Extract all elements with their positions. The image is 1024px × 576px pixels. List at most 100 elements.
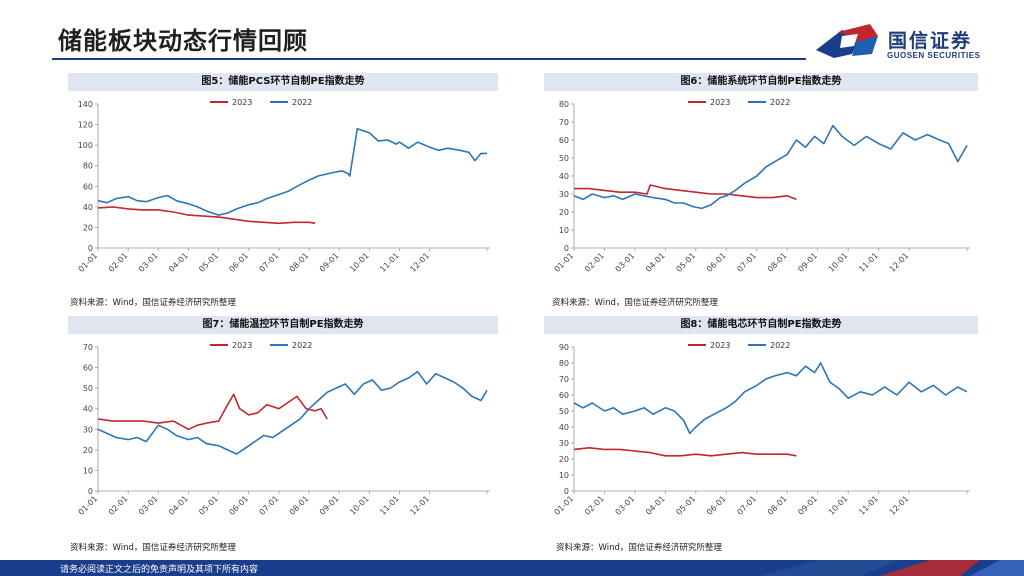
- chart-system-pe: 0 10 20 30 40 50 60 70 80 01-01 02-01 03-01 04-01 05-…: [536, 92, 980, 292]
- x-tick-label: 05-01: [674, 494, 697, 517]
- y-tick-label: 10: [83, 466, 93, 475]
- x-tick-label: 04-01: [167, 494, 190, 517]
- legend-label-2022: 2022: [292, 98, 312, 107]
- x-tick-label: 12-01: [888, 494, 911, 517]
- y-tick-label: 70: [559, 118, 569, 127]
- x-tick-label: 03-01: [137, 494, 160, 517]
- chart-svg: 0 10 20 30 40 50 60 70 80 90 01-01 02-01 03-01 04-01 0…: [553, 341, 970, 517]
- y-tick-label: 20: [83, 223, 93, 232]
- y-tick-label: 0: [564, 244, 569, 253]
- guosen-logo-icon: [816, 24, 878, 58]
- x-tick-label: 02-01: [107, 494, 130, 517]
- x-tick-label: 08-01: [766, 494, 789, 517]
- y-tick-label: 20: [83, 446, 93, 455]
- x-tick-label: 09-01: [318, 494, 341, 517]
- x-tick-label: 09-01: [796, 251, 819, 274]
- y-tick-label: 0: [88, 487, 93, 496]
- legend-label-2023: 2023: [232, 341, 252, 350]
- legend-label-2022: 2022: [770, 98, 790, 107]
- y-tick-label: 30: [559, 190, 569, 199]
- x-tick-label: 01-01: [77, 494, 100, 517]
- legend-label-2023: 2023: [710, 341, 730, 350]
- y-tick-label: 50: [559, 407, 569, 416]
- x-tick-label: 03-01: [614, 251, 637, 274]
- x-tick-label: 11-01: [378, 494, 401, 517]
- legend-label-2023: 2023: [232, 98, 252, 107]
- brand-name-cn: 国信证券: [888, 30, 973, 52]
- chart-thermal-pe: 0 10 20 30 40 50 60 70 01-01 02-01 03-01 04-01 05-01…: [60, 335, 500, 535]
- y-tick-label: 40: [83, 405, 93, 414]
- y-tick-label: 80: [83, 162, 93, 171]
- series-line-2023: [574, 184, 797, 201]
- x-tick-label: 05-01: [197, 494, 220, 517]
- legend-label-2023: 2023: [710, 98, 730, 107]
- x-tick-label: 02-01: [583, 251, 606, 274]
- x-tick-label: 10-01: [827, 494, 850, 517]
- x-tick-label: 07-01: [735, 494, 758, 517]
- y-tick-label: 80: [559, 359, 569, 368]
- series-line-2023: [97, 393, 328, 431]
- chart-source-6: 资料来源：Wind，国信证券经济研究所整理: [552, 298, 718, 308]
- series-line-2022: [97, 127, 487, 216]
- y-tick-label: 10: [559, 471, 569, 480]
- x-tick-label: 10-01: [348, 494, 371, 517]
- series-line-2022: [573, 362, 968, 435]
- x-tick-label: 06-01: [227, 251, 250, 274]
- series-line-2022: [573, 124, 968, 210]
- footer-decoration: [760, 560, 1024, 576]
- footer-bar: [0, 560, 1024, 576]
- x-tick-label: 01-01: [77, 251, 100, 274]
- x-tick-label: 12-01: [888, 251, 911, 274]
- chart-svg: 0 10 20 30 40 50 60 70 01-01 02-01 03-01 04-01 05-01…: [77, 341, 490, 517]
- x-tick-label: 03-01: [137, 251, 160, 274]
- x-tick-label: 11-01: [857, 251, 880, 274]
- chart-title-5: 图5：储能PCS环节自制PE指数走势: [68, 73, 498, 91]
- x-tick-label: 06-01: [227, 494, 250, 517]
- chart-source-5: 资料来源：Wind，国信证券经济研究所整理: [70, 298, 236, 308]
- x-tick-label: 07-01: [258, 494, 281, 517]
- y-tick-label: 60: [83, 364, 93, 373]
- x-tick-label: 11-01: [857, 494, 880, 517]
- page-title: 储能板块动态行情回顾: [58, 27, 308, 55]
- x-tick-label: 09-01: [318, 251, 341, 274]
- y-tick-label: 140: [78, 100, 93, 109]
- x-tick-label: 09-01: [796, 494, 819, 517]
- y-tick-label: 0: [564, 487, 569, 496]
- x-tick-label: 04-01: [644, 251, 667, 274]
- brand-name-en: GUOSEN SECURITIES: [887, 51, 981, 60]
- y-tick-label: 60: [83, 182, 93, 191]
- series-line-2022: [97, 370, 488, 455]
- x-tick-label: 02-01: [583, 494, 606, 517]
- x-tick-label: 08-01: [288, 494, 311, 517]
- x-tick-label: 05-01: [197, 251, 220, 274]
- chart-cell-pe: 0 10 20 30 40 50 60 70 80 90 01-01 02-01 03-01 04-01 0…: [536, 335, 980, 535]
- x-tick-label: 04-01: [167, 251, 190, 274]
- x-tick-label: 12-01: [408, 251, 431, 274]
- y-tick-label: 30: [83, 425, 93, 434]
- y-tick-label: 50: [559, 154, 569, 163]
- x-tick-label: 07-01: [258, 251, 281, 274]
- chart-title-7: 图7：储能温控环节自制PE指数走势: [68, 316, 498, 334]
- y-tick-label: 40: [83, 203, 93, 212]
- legend-label-2022: 2022: [292, 341, 312, 350]
- chart-svg: 0 20 40 60 80 100 120 140 01-01 02-01 03-01 04-01 05…: [77, 98, 490, 274]
- y-tick-label: 70: [559, 375, 569, 384]
- title-divider: [52, 58, 806, 60]
- y-tick-label: 60: [559, 136, 569, 145]
- y-tick-label: 120: [78, 121, 93, 130]
- x-tick-label: 08-01: [766, 251, 789, 274]
- x-tick-label: 12-01: [408, 494, 431, 517]
- y-tick-label: 0: [88, 244, 93, 253]
- x-tick-label: 01-01: [553, 494, 576, 517]
- chart-title-8: 图8：储能电芯环节自制PE指数走势: [544, 316, 978, 334]
- x-tick-label: 11-01: [378, 251, 401, 274]
- y-tick-label: 70: [83, 343, 93, 352]
- chart-title-6: 图6：储能系统环节自制PE指数走势: [544, 73, 978, 91]
- chart-source-8: 资料来源：Wind，国信证券经济研究所整理: [556, 543, 722, 553]
- y-tick-label: 90: [559, 343, 569, 352]
- x-tick-label: 06-01: [705, 494, 728, 517]
- y-tick-label: 40: [559, 423, 569, 432]
- y-tick-label: 50: [83, 384, 93, 393]
- chart-svg: 0 10 20 30 40 50 60 70 80 01-01 02-01 03-01 04-01 05-…: [553, 98, 970, 274]
- x-tick-label: 10-01: [827, 251, 850, 274]
